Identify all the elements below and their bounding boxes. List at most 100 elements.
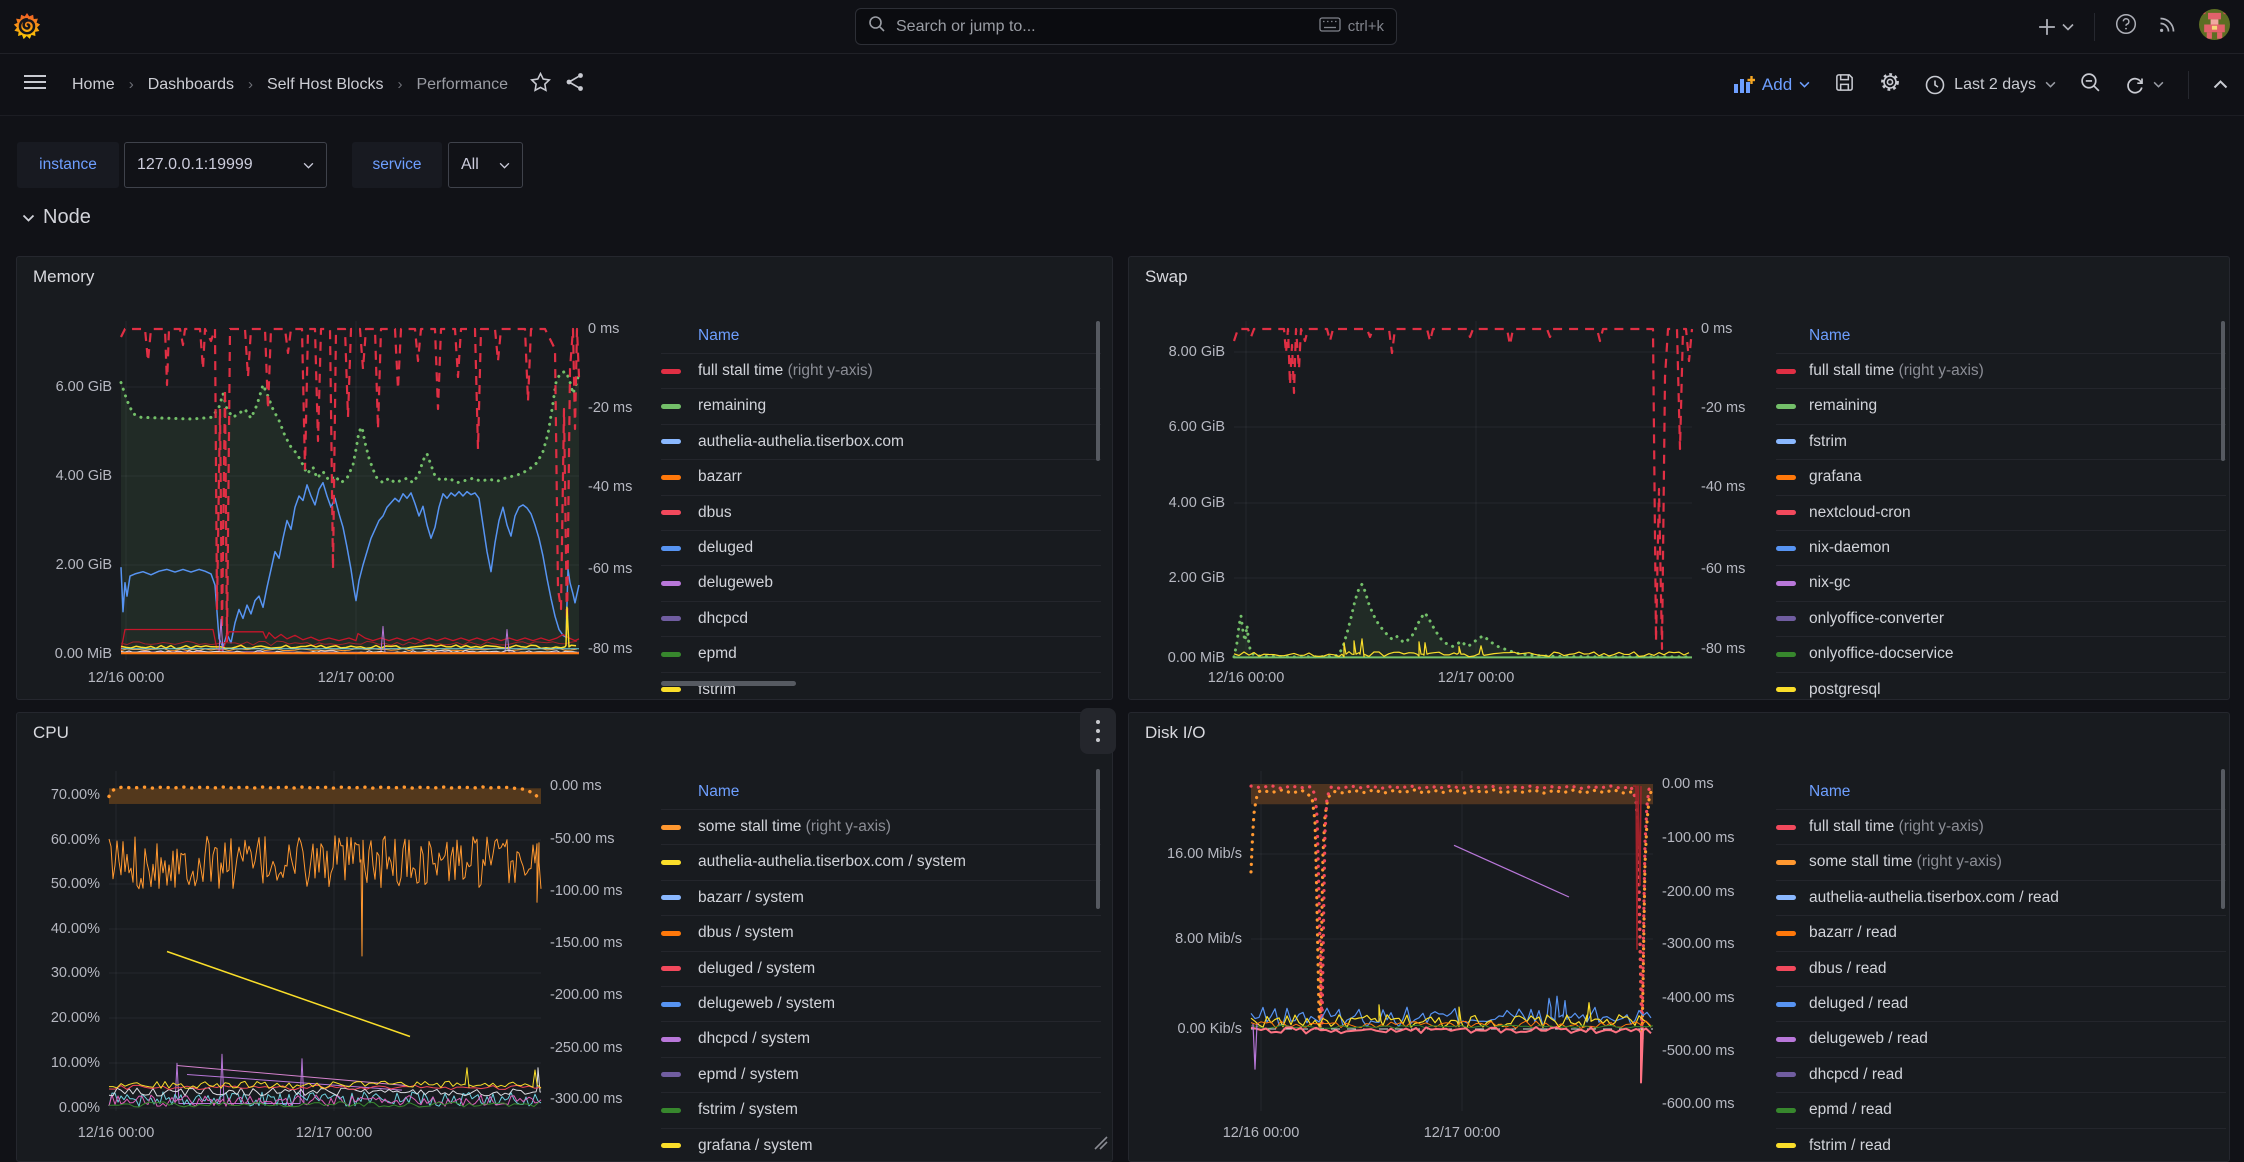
timeseries-plot[interactable]: 0.00 MiB2.00 GiB4.00 GiB6.00 GiB0 ms-20 … (17, 257, 1113, 700)
legend-item-dbus[interactable]: dbus (698, 504, 732, 522)
legend-swatch[interactable] (661, 616, 681, 621)
legend-column-name[interactable]: Name (1809, 783, 1850, 801)
variable-label-service[interactable]: service (352, 142, 442, 188)
legend-swatch[interactable] (661, 475, 681, 480)
legend-vertical-scrollbar[interactable] (2221, 769, 2225, 909)
panel-resize-handle[interactable] (1095, 1137, 1107, 1149)
legend-column-name[interactable]: Name (1809, 327, 1850, 345)
legend-item-grafana-system[interactable]: grafana / system (698, 1137, 813, 1155)
legend-item-epmd-system[interactable]: epmd / system (698, 1066, 799, 1084)
legend-item-remaining[interactable]: remaining (1809, 397, 1877, 415)
legend-vertical-scrollbar[interactable] (1096, 769, 1100, 909)
legend-column-name[interactable]: Name (698, 783, 739, 801)
add-panel-button[interactable]: Add (1733, 75, 1810, 95)
legend-item-dhcpcd-system[interactable]: dhcpcd / system (698, 1030, 810, 1048)
legend-swatch[interactable] (661, 860, 681, 865)
timeseries-plot[interactable]: 0.00 Kib/s8.00 Mib/s16.00 Mib/s0.00 ms-1… (1129, 713, 2230, 1162)
legend-swatch[interactable] (661, 895, 681, 900)
legend-item-fstrim-system[interactable]: fstrim / system (698, 1101, 798, 1119)
legend-swatch[interactable] (1776, 652, 1796, 657)
legend-item-remaining[interactable]: remaining (698, 397, 766, 415)
legend-swatch[interactable] (661, 1108, 681, 1113)
breadcrumb-item-dashboards[interactable]: Dashboards (148, 76, 234, 94)
legend-swatch[interactable] (1776, 825, 1796, 830)
time-range-picker[interactable]: Last 2 days (1925, 75, 2056, 95)
legend-vertical-scrollbar[interactable] (2221, 321, 2225, 461)
legend-swatch[interactable] (1776, 1072, 1796, 1077)
legend-swatch[interactable] (661, 439, 681, 444)
legend-item-full-stall-time[interactable]: full stall time (right y-axis) (1809, 362, 1984, 380)
legend-column-name[interactable]: Name (698, 327, 739, 345)
legend-item-authelia-authelia-tiserbox-com-system[interactable]: authelia-authelia.tiserbox.com / system (698, 853, 966, 871)
legend-swatch[interactable] (1776, 581, 1796, 586)
news-rss-button[interactable] (2157, 13, 2179, 40)
refresh-button[interactable] (2125, 75, 2164, 95)
legend-swatch[interactable] (1776, 475, 1796, 480)
legend-item-full-stall-time[interactable]: full stall time (right y-axis) (1809, 818, 1984, 836)
legend-item-dhcpcd[interactable]: dhcpcd (698, 610, 748, 628)
user-avatar[interactable] (2199, 9, 2230, 45)
legend-swatch[interactable] (661, 510, 681, 515)
legend-swatch[interactable] (661, 581, 681, 586)
legend-item-dhcpcd-read[interactable]: dhcpcd / read (1809, 1066, 1903, 1084)
legend-item-nix-daemon[interactable]: nix-daemon (1809, 539, 1890, 557)
legend-swatch[interactable] (661, 1143, 681, 1148)
zoom-out-time-button[interactable] (2080, 72, 2101, 98)
panel-menu-button[interactable] (1080, 708, 1116, 754)
new-menu-button[interactable] (2038, 18, 2074, 36)
legend-item-deluged[interactable]: deluged (698, 539, 753, 557)
save-dashboard-button[interactable] (1834, 72, 1855, 98)
row-toggle-node[interactable]: Node (22, 206, 91, 229)
legend-swatch[interactable] (1776, 1002, 1796, 1007)
legend-vertical-scrollbar[interactable] (1096, 321, 1100, 461)
legend-swatch[interactable] (1776, 1108, 1796, 1113)
legend-item-deluged-system[interactable]: deluged / system (698, 960, 815, 978)
legend-item-full-stall-time[interactable]: full stall time (right y-axis) (698, 362, 873, 380)
share-button[interactable] (565, 72, 585, 97)
legend-swatch[interactable] (661, 1002, 681, 1007)
legend-item-epmd[interactable]: epmd (698, 645, 737, 663)
legend-swatch[interactable] (1776, 1037, 1796, 1042)
legend-swatch[interactable] (661, 404, 681, 409)
legend-swatch[interactable] (661, 966, 681, 971)
legend-swatch[interactable] (1776, 895, 1796, 900)
timeseries-plot[interactable]: 0.00%10.00%20.00%30.00%40.00%50.00%60.00… (17, 713, 1113, 1162)
legend-swatch[interactable] (1776, 687, 1796, 692)
legend-swatch[interactable] (1776, 860, 1796, 865)
legend-item-delugeweb[interactable]: delugeweb (698, 574, 773, 592)
legend-item-some-stall-time[interactable]: some stall time (right y-axis) (698, 818, 891, 836)
legend-item-grafana[interactable]: grafana (1809, 468, 1862, 486)
search-input[interactable]: Search or jump to... ctrl+k (855, 8, 1397, 45)
legend-swatch[interactable] (1776, 1143, 1796, 1148)
legend-horizontal-scrollbar[interactable] (661, 681, 796, 686)
legend-item-dbus-read[interactable]: dbus / read (1809, 960, 1887, 978)
legend-item-onlyoffice-converter[interactable]: onlyoffice-converter (1809, 610, 1944, 628)
mega-menu-toggle[interactable] (24, 74, 46, 95)
legend-swatch[interactable] (661, 825, 681, 830)
legend-item-fstrim-read[interactable]: fstrim / read (1809, 1137, 1891, 1155)
legend-swatch[interactable] (661, 1072, 681, 1077)
timeseries-plot[interactable]: 0.00 MiB2.00 GiB4.00 GiB6.00 GiB8.00 GiB… (1129, 257, 2230, 700)
legend-item-delugeweb-read[interactable]: delugeweb / read (1809, 1030, 1928, 1048)
legend-item-authelia-authelia-tiserbox-com-read[interactable]: authelia-authelia.tiserbox.com / read (1809, 889, 2059, 907)
legend-swatch[interactable] (1776, 546, 1796, 551)
legend-item-bazarr-system[interactable]: bazarr / system (698, 889, 804, 907)
legend-swatch[interactable] (1776, 966, 1796, 971)
legend-swatch[interactable] (1776, 439, 1796, 444)
legend-item-fstrim[interactable]: fstrim (1809, 433, 1847, 451)
legend-swatch[interactable] (661, 369, 681, 374)
legend-item-bazarr-read[interactable]: bazarr / read (1809, 924, 1897, 942)
favorite-star-button[interactable] (530, 72, 551, 97)
legend-item-postgresql[interactable]: postgresql (1809, 681, 1881, 699)
legend-swatch[interactable] (1776, 931, 1796, 936)
dashboard-settings-button[interactable] (1879, 71, 1901, 98)
collapse-toolbar-button[interactable] (2213, 76, 2228, 94)
grafana-logo[interactable] (13, 12, 41, 46)
legend-swatch[interactable] (661, 652, 681, 657)
legend-item-authelia-authelia-tiserbox-com[interactable]: authelia-authelia.tiserbox.com (698, 433, 904, 451)
legend-swatch[interactable] (1776, 404, 1796, 409)
help-button[interactable] (2115, 13, 2137, 40)
legend-swatch[interactable] (1776, 616, 1796, 621)
legend-item-dbus-system[interactable]: dbus / system (698, 924, 794, 942)
legend-item-nextcloud-cron[interactable]: nextcloud-cron (1809, 504, 1911, 522)
